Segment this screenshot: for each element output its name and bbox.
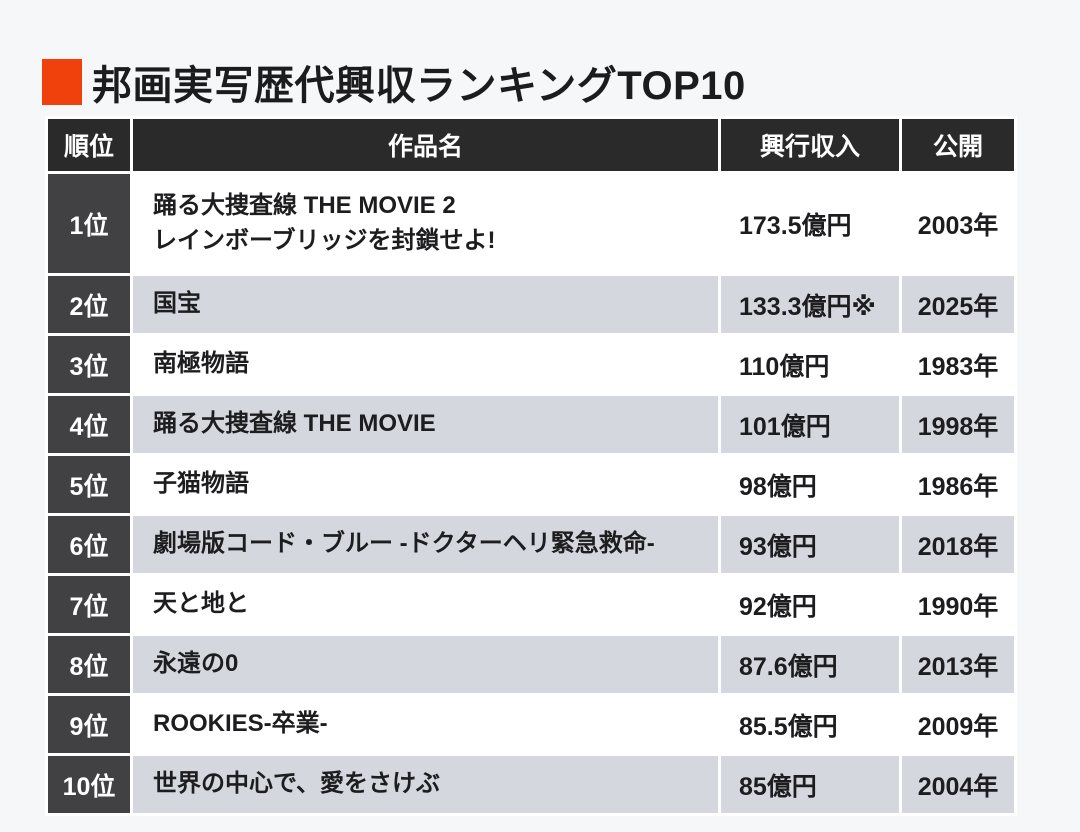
table-row: 10位 世界の中心で、愛をさけぶ 85億円 2004年 bbox=[48, 756, 1014, 813]
rank-cell: 2位 bbox=[48, 276, 130, 333]
release-year-cell: 2004年 bbox=[902, 756, 1014, 813]
release-year-cell: 1986年 bbox=[902, 456, 1014, 513]
table-row: 2位 国宝 133.3億円※ 2025年 bbox=[48, 276, 1014, 333]
revenue-cell: 173.5億円 bbox=[721, 174, 899, 273]
rank-cell: 5位 bbox=[48, 456, 130, 513]
release-year-cell: 1983年 bbox=[902, 336, 1014, 393]
ranking-table: 順位 作品名 興行収入 公開 1位 踊る大捜査線 THE MOVIE 2 レイン… bbox=[45, 116, 1017, 816]
rank-cell: 3位 bbox=[48, 336, 130, 393]
revenue-cell: 133.3億円※ bbox=[721, 276, 899, 333]
movie-title-cell: 子猫物語 bbox=[133, 456, 718, 513]
table-row: 4位 踊る大捜査線 THE MOVIE 101億円 1998年 bbox=[48, 396, 1014, 453]
release-year-cell: 2003年 bbox=[902, 174, 1014, 273]
revenue-cell: 85.5億円 bbox=[721, 696, 899, 753]
revenue-cell: 101億円 bbox=[721, 396, 899, 453]
column-header-revenue: 興行収入 bbox=[721, 119, 899, 171]
revenue-cell: 87.6億円 bbox=[721, 636, 899, 693]
movie-title-cell: 永遠の0 bbox=[133, 636, 718, 693]
table-header: 順位 作品名 興行収入 公開 bbox=[48, 119, 1014, 171]
title-accent-square-icon bbox=[42, 58, 82, 105]
rank-cell: 10位 bbox=[48, 756, 130, 813]
table-row: 8位 永遠の0 87.6億円 2013年 bbox=[48, 636, 1014, 693]
table-row: 7位 天と地と 92億円 1990年 bbox=[48, 576, 1014, 633]
revenue-cell: 110億円 bbox=[721, 336, 899, 393]
column-header-release: 公開 bbox=[902, 119, 1014, 171]
movie-title-cell: 世界の中心で、愛をさけぶ bbox=[133, 756, 718, 813]
table-row: 9位 ROOKIES-卒業- 85.5億円 2009年 bbox=[48, 696, 1014, 753]
release-year-cell: 1998年 bbox=[902, 396, 1014, 453]
movie-title-cell: ROOKIES-卒業- bbox=[133, 696, 718, 753]
movie-title-cell: 踊る大捜査線 THE MOVIE 2 レインボーブリッジを封鎖せよ! bbox=[133, 174, 718, 273]
rank-cell: 6位 bbox=[48, 516, 130, 573]
release-year-cell: 2013年 bbox=[902, 636, 1014, 693]
page-title-bar: 邦画実写歴代興収ランキングTOP10 bbox=[42, 26, 746, 138]
revenue-cell: 92億円 bbox=[721, 576, 899, 633]
table-body: 1位 踊る大捜査線 THE MOVIE 2 レインボーブリッジを封鎖せよ! 17… bbox=[48, 174, 1014, 813]
table-row: 3位 南極物語 110億円 1983年 bbox=[48, 336, 1014, 393]
column-header-rank: 順位 bbox=[48, 119, 130, 171]
rank-cell: 9位 bbox=[48, 696, 130, 753]
release-year-cell: 1990年 bbox=[902, 576, 1014, 633]
rank-cell: 8位 bbox=[48, 636, 130, 693]
release-year-cell: 2009年 bbox=[902, 696, 1014, 753]
header-row: 順位 作品名 興行収入 公開 bbox=[48, 119, 1014, 171]
release-year-cell: 2018年 bbox=[902, 516, 1014, 573]
release-year-cell: 2025年 bbox=[902, 276, 1014, 333]
page-title: 邦画実写歴代興収ランキングTOP10 bbox=[92, 63, 746, 108]
rank-cell: 4位 bbox=[48, 396, 130, 453]
revenue-cell: 85億円 bbox=[721, 756, 899, 813]
movie-title-cell: 南極物語 bbox=[133, 336, 718, 393]
column-header-title: 作品名 bbox=[133, 119, 718, 171]
movie-title-cell: 踊る大捜査線 THE MOVIE bbox=[133, 396, 718, 453]
rank-cell: 7位 bbox=[48, 576, 130, 633]
movie-title-cell: 天と地と bbox=[133, 576, 718, 633]
table-row: 5位 子猫物語 98億円 1986年 bbox=[48, 456, 1014, 513]
table-row: 1位 踊る大捜査線 THE MOVIE 2 レインボーブリッジを封鎖せよ! 17… bbox=[48, 174, 1014, 273]
movie-title-cell: 国宝 bbox=[133, 276, 718, 333]
table-row: 6位 劇場版コード・ブルー -ドクターヘリ緊急救命- 93億円 2018年 bbox=[48, 516, 1014, 573]
rank-cell: 1位 bbox=[48, 174, 130, 273]
revenue-cell: 98億円 bbox=[721, 456, 899, 513]
movie-title-cell: 劇場版コード・ブルー -ドクターヘリ緊急救命- bbox=[133, 516, 718, 573]
revenue-cell: 93億円 bbox=[721, 516, 899, 573]
